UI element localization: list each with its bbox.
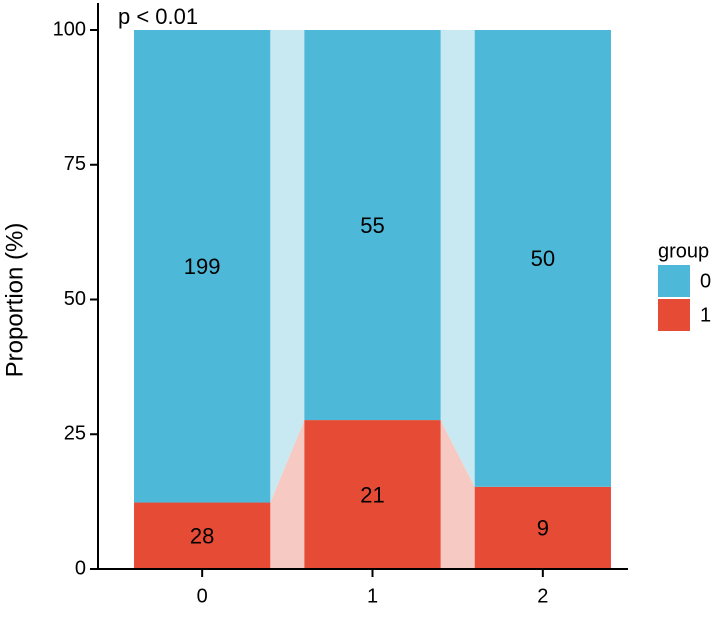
- x-tick-label: 0: [197, 585, 208, 607]
- bar-segment: [134, 502, 271, 569]
- legend-title: group: [658, 240, 709, 262]
- count-label: 199: [184, 254, 221, 279]
- flow-band: [440, 30, 475, 487]
- count-label: 9: [537, 516, 549, 541]
- bar-segment: [304, 30, 441, 421]
- y-axis-label: Proportion (%): [1, 223, 28, 378]
- bar-segment: [474, 486, 611, 569]
- count-label: 55: [360, 213, 384, 238]
- legend-key: [658, 299, 690, 331]
- flow-band: [440, 420, 475, 569]
- flow-band: [270, 30, 305, 503]
- bar-segment: [134, 30, 271, 503]
- count-label: 28: [190, 524, 214, 549]
- count-label: 21: [360, 482, 384, 507]
- bar-segment: [474, 30, 611, 487]
- y-tick-label: 75: [64, 153, 86, 175]
- bar-segment: [304, 420, 441, 569]
- y-tick-label: 0: [75, 557, 86, 579]
- flow-band: [270, 420, 305, 569]
- count-label: 50: [531, 246, 555, 271]
- x-tick-label: 1: [367, 585, 378, 607]
- y-tick-label: 50: [64, 288, 86, 310]
- annotation: p < 0.01: [118, 4, 198, 29]
- y-tick-label: 100: [53, 18, 86, 40]
- legend-label: 0: [700, 270, 711, 292]
- x-tick-label: 2: [537, 585, 548, 607]
- legend-label: 1: [700, 304, 711, 326]
- legend-key: [658, 265, 690, 297]
- y-tick-label: 25: [64, 423, 86, 445]
